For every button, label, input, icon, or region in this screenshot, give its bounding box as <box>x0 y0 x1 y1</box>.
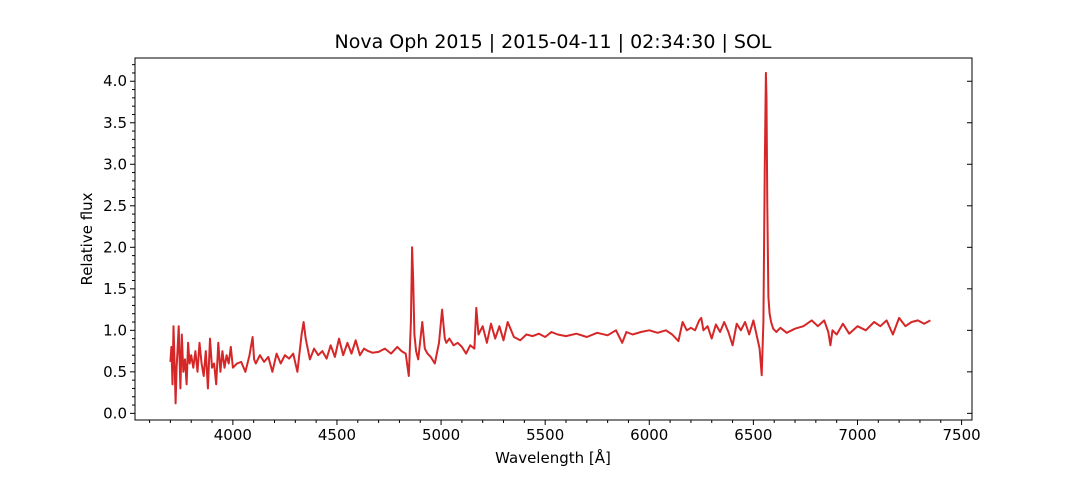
plot-frame <box>134 57 973 421</box>
y-tick-label: 3.5 <box>103 114 127 132</box>
y-tick-label: 4.0 <box>103 72 127 90</box>
x-tick-label: 4500 <box>318 426 356 444</box>
x-tick-label: 5000 <box>422 426 460 444</box>
chart-title: Nova Oph 2015 | 2015-04-11 | 02:34:30 | … <box>334 31 771 53</box>
y-tick-label: 1.0 <box>103 321 127 339</box>
axis-ticks: 4000 4500 5000 5500 6000 6500 7000 7500 0.0 0.5 1.… <box>103 64 981 444</box>
y-tick-label: 0.0 <box>103 404 127 422</box>
y-tick-label: 2.5 <box>103 197 127 215</box>
x-tick-label: 6000 <box>630 426 668 444</box>
x-tick-label: 7500 <box>942 426 980 444</box>
y-tick-label: 1.5 <box>103 280 127 298</box>
x-tick-label: 7000 <box>838 426 876 444</box>
y-tick-label: 0.5 <box>103 363 127 381</box>
x-tick-label: 4000 <box>214 426 252 444</box>
x-tick-label: 5500 <box>526 426 564 444</box>
x-tick-label: 6500 <box>734 426 772 444</box>
y-tick-label: 3.0 <box>103 155 127 173</box>
plot-series <box>169 71 931 405</box>
spectrum-line <box>169 71 931 405</box>
x-axis-label: Wavelength [Å] <box>495 448 611 467</box>
y-axis-label: Relative flux <box>78 192 96 285</box>
y-tick-label: 2.0 <box>103 238 127 256</box>
